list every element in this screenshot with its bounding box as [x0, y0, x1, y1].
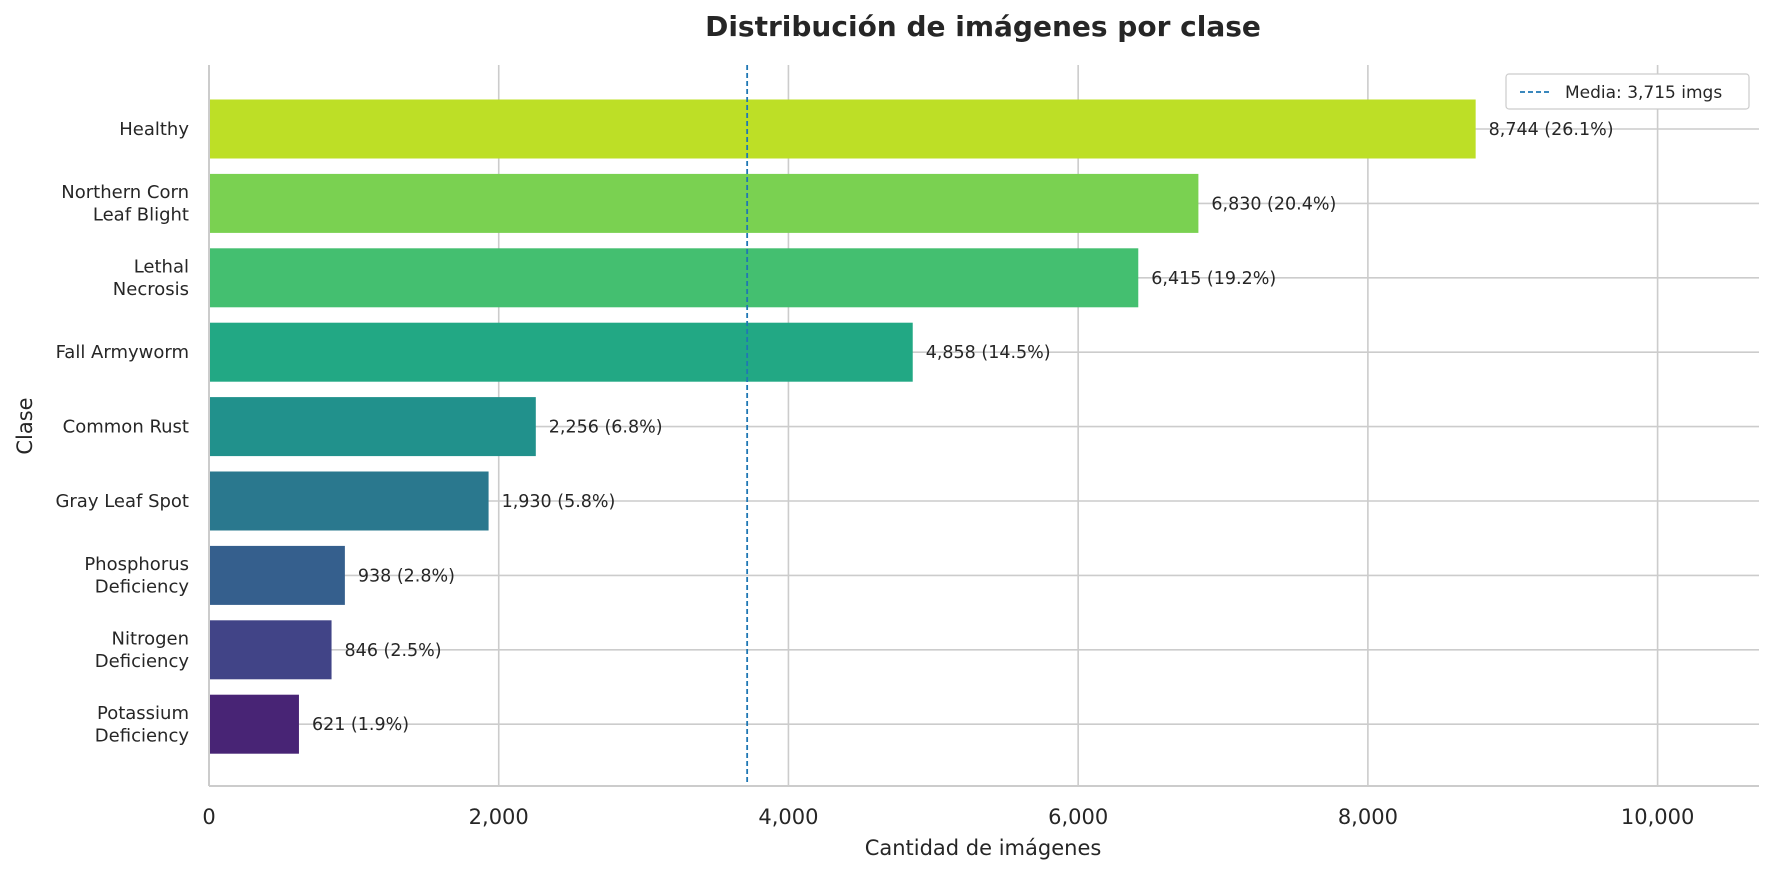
y-tick-label-line: Phosphorus: [84, 554, 189, 575]
y-tick-label: Phosphorus Deficiency: [84, 554, 189, 598]
y-tick-label-line: Common Rust: [63, 417, 189, 438]
y-tick-label: Fall Armyworm: [56, 342, 189, 363]
y-tick-label-line: Potassium: [97, 703, 189, 724]
bars: [210, 99, 1476, 754]
chart-title: Distribución de imágenes por clase: [705, 10, 1261, 43]
y-tick-label-line: Northern Corn: [61, 182, 189, 203]
y-tick-label-line: Nitrogen: [112, 629, 189, 650]
y-tick-label-line: Deficiency: [95, 577, 190, 598]
tick-labels: 0 2,000 4,000 6,000 8,000 10,000 Healthy Northe…: [55, 119, 1694, 829]
x-tick-label: 8,000: [1338, 805, 1398, 829]
y-tick-label: Common Rust: [63, 417, 189, 438]
x-tick-label: 10,000: [1621, 805, 1694, 829]
y-tick-label: Healthy: [119, 119, 189, 140]
y-tick-label: Lethal Necrosis: [113, 257, 189, 301]
y-tick-label-line: Leaf Blight: [93, 205, 189, 226]
bar: [210, 694, 299, 754]
bar: [210, 545, 345, 605]
y-tick-label-line: Healthy: [119, 119, 189, 140]
bar-value-label: 8,744 (26.1%): [1489, 120, 1614, 140]
y-tick-label: Nitrogen Deficiency: [95, 629, 190, 673]
y-tick-label-line: Necrosis: [113, 279, 189, 300]
bar-value-label: 6,415 (19.2%): [1151, 269, 1276, 289]
bar-value-label: 938 (2.8%): [358, 566, 455, 586]
bar: [210, 173, 1199, 233]
y-tick-label-line: Deficiency: [95, 651, 190, 672]
bar-value-label: 1,930 (5.8%): [502, 492, 616, 512]
y-tick-label-line: Gray Leaf Spot: [55, 491, 189, 512]
x-tick-label: 6,000: [1048, 805, 1108, 829]
bar-value-label: 846 (2.5%): [345, 641, 442, 661]
y-tick-label: Northern Corn Leaf Blight: [61, 182, 189, 226]
x-tick-label: 0: [202, 805, 215, 829]
bar: [210, 397, 536, 457]
axes-spines: [208, 65, 1759, 787]
bar: [210, 471, 489, 531]
y-tick-label-line: Deficiency: [95, 725, 190, 746]
bar: [210, 322, 913, 382]
bar-value-label: 621 (1.9%): [312, 715, 409, 735]
y-tick-label-line: Lethal: [134, 257, 189, 278]
bar-value-label: 2,256 (6.8%): [549, 418, 663, 438]
x-tick-label: 4,000: [758, 805, 818, 829]
bar: [210, 99, 1476, 159]
legend-label: Media: 3,715 imgs: [1565, 83, 1722, 103]
bar: [210, 248, 1139, 308]
y-axis-label: Clase: [13, 397, 37, 454]
bar-value-labels: 8,744 (26.1%) 6,830 (20.4%) 6,415 (19.2%) 4…: [312, 120, 1614, 735]
x-tick-label: 2,000: [469, 805, 529, 829]
y-tick-label: Gray Leaf Spot: [55, 491, 189, 512]
bar: [210, 620, 332, 680]
y-tick-label: Potassium Deficiency: [95, 703, 190, 747]
bar-value-label: 4,858 (14.5%): [926, 343, 1051, 363]
legend-box: [1505, 73, 1750, 110]
y-tick-label-line: Fall Armyworm: [56, 342, 189, 363]
x-axis-label: Cantidad de imágenes: [865, 836, 1102, 860]
bar-value-label: 6,830 (20.4%): [1211, 194, 1336, 214]
legend: Media: 3,715 imgs: [1505, 73, 1750, 110]
